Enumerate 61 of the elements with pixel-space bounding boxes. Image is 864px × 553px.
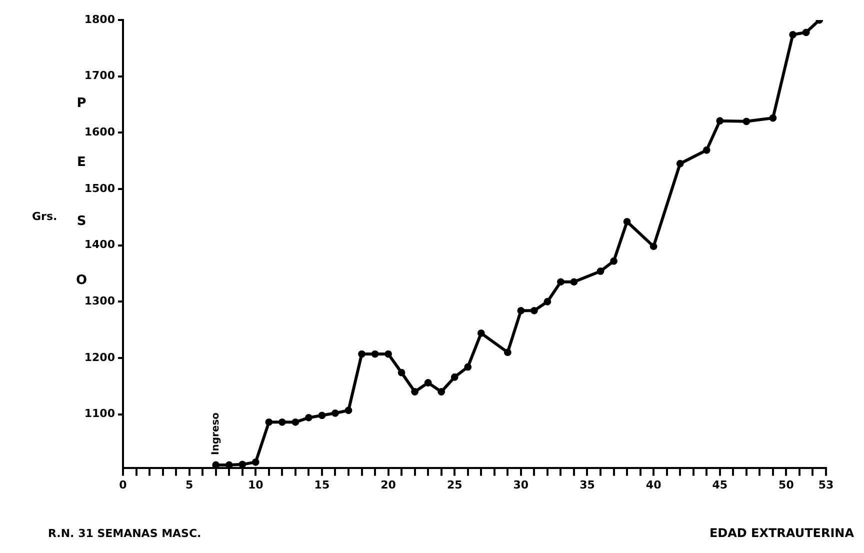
x-tick-label: 10 (248, 478, 264, 492)
point (438, 388, 446, 396)
point (789, 30, 797, 38)
point (318, 412, 326, 420)
point (358, 350, 366, 358)
x-tick-label: 0 (119, 478, 128, 492)
point (225, 461, 233, 468)
point (596, 268, 604, 275)
point (371, 350, 379, 358)
point (702, 146, 710, 154)
point (769, 114, 777, 122)
annotation: Ingreso (210, 412, 222, 455)
point (504, 348, 512, 356)
point (265, 418, 273, 426)
point (411, 388, 419, 396)
point (450, 373, 458, 381)
point (742, 118, 750, 126)
point (610, 257, 618, 265)
y-tick-label: 1500 (84, 182, 116, 195)
point (238, 460, 246, 468)
y-tick-label: 1800 (84, 12, 116, 26)
text: R.N. 31 SEMANAS MASC. (48, 527, 202, 540)
point (802, 28, 810, 36)
point (570, 278, 578, 286)
point (464, 363, 472, 371)
point (292, 418, 300, 426)
point (544, 298, 552, 306)
x-tick-label: 20 (380, 478, 396, 492)
point (344, 406, 352, 414)
point (305, 414, 312, 422)
text: Grs. (32, 210, 58, 224)
x-tick-label: 40 (646, 478, 662, 492)
y-tick-label: 1700 (84, 69, 116, 82)
point (424, 379, 432, 386)
x-tick-label: 30 (513, 478, 529, 492)
point (252, 458, 260, 466)
x-tick-label: 50 (778, 478, 794, 492)
x-tick-label: 53 (818, 478, 834, 492)
x-axis-title: EDAD EXTRAUTERINA (709, 526, 855, 540)
point (477, 329, 485, 337)
point (530, 306, 538, 314)
point (676, 160, 684, 168)
point (212, 461, 220, 468)
point (398, 368, 406, 376)
point (332, 409, 339, 417)
y-tick-label: 1600 (84, 126, 116, 139)
point (384, 350, 392, 358)
y-tick-label: 1100 (84, 407, 116, 420)
x-tick-label: 5 (185, 478, 194, 492)
point (517, 306, 525, 314)
x-tick-label: 35 (580, 478, 595, 492)
point (278, 418, 286, 426)
y-tick-label: 1400 (84, 238, 116, 252)
point (557, 278, 564, 286)
point (623, 218, 631, 226)
x-tick-label: 45 (712, 478, 728, 492)
x-tick-label: 25 (446, 478, 462, 492)
point (650, 242, 658, 250)
point (716, 117, 724, 125)
y-tick-label: 1200 (84, 350, 116, 364)
x-tick-label: 15 (314, 478, 330, 492)
